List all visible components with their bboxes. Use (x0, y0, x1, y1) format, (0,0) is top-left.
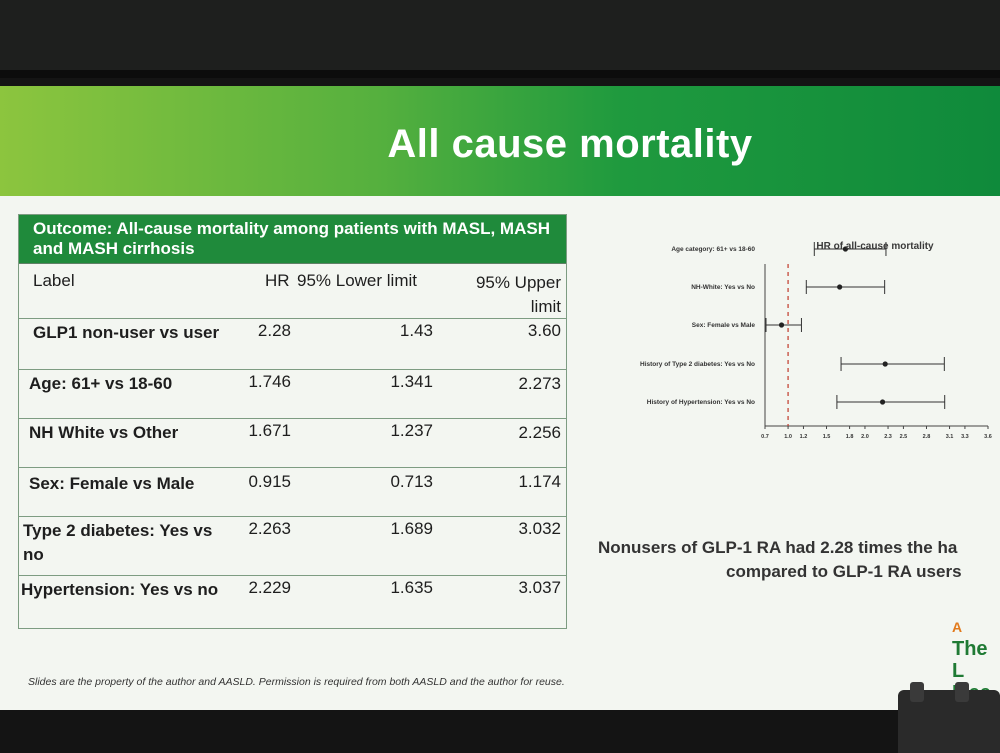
slide-title: All cause mortality (387, 122, 753, 166)
header-hr: HR (265, 271, 290, 290)
stage-floor (0, 710, 1000, 753)
summary-line-2: compared to GLP-1 RA users (726, 562, 962, 581)
x-tick-label: 0.7 (761, 434, 769, 440)
category-label: History of Hypertension: Yes vs No (647, 399, 755, 406)
x-tick-label: 1.2 (800, 434, 808, 440)
table-row: GLP1 non-user vs user 2.28 1.43 3.60 (19, 319, 566, 370)
row-upper: 3.037 (518, 578, 561, 597)
summary-line-1: Nonusers of GLP-1 RA had 2.28 times the … (598, 538, 958, 557)
header-lower-limit: 95% Lower limit (297, 271, 417, 290)
room-ceiling (0, 0, 1000, 78)
x-tick-label: 2.5 (900, 434, 908, 440)
row-upper: 1.174 (518, 472, 561, 491)
chart-title: HR of all-cause mortality (816, 241, 934, 252)
forest-plot-svg: 0.71.01.21.51.82.02.32.52.83.13.33.6GLP-… (640, 205, 992, 440)
outcome-table-caption: Outcome: All-cause mortality among patie… (19, 215, 566, 264)
row-label: Sex: Female vs Male (29, 474, 195, 493)
copyright-note: Slides are the property of the author an… (28, 676, 565, 688)
hr-point (837, 284, 843, 290)
hr-point (879, 399, 886, 405)
logo-prefix: A (952, 619, 963, 635)
stage-knob (910, 682, 924, 702)
table-row: Age: 61+ vs 18-60 1.746 1.341 2.273 (19, 370, 566, 419)
row-upper: 2.256 (518, 423, 561, 442)
row-upper: 2.273 (518, 374, 561, 393)
forest-plot: HR of all-cause mortality 0.7 1.0 1.2 1.5 1.… (590, 205, 1000, 506)
table-row: Sex: Female vs Male 0.915 0.713 1.174 (19, 468, 566, 517)
row-hr: 2.229 (248, 578, 291, 597)
row-label: Hypertension: Yes vs no (21, 580, 219, 599)
table-row: NH White vs Other 1.671 1.237 2.256 (19, 419, 566, 468)
x-tick-label: 3.3 (961, 434, 969, 440)
category-label: Sex: Female vs Male (692, 322, 756, 329)
screen-top-edge (0, 70, 1000, 78)
x-tick-label: 1.0 (784, 434, 792, 440)
row-hr: 2.28 (257, 321, 291, 340)
x-tick-label: 2.0 (861, 434, 869, 440)
row-lower: 1.635 (390, 578, 433, 597)
row-lower: 1.689 (390, 519, 433, 538)
x-tick-label: 3.1 (946, 434, 954, 440)
row-hr: 1.671 (248, 421, 291, 440)
hr-point (882, 361, 888, 367)
header-label: Label (33, 271, 75, 290)
row-label: Type 2 diabetes: Yes vs no (23, 521, 213, 564)
row-hr: 1.746 (248, 372, 291, 391)
hr-point (842, 246, 849, 252)
row-lower: 0.713 (390, 472, 433, 491)
slide-header-band: All cause mortality (0, 86, 1000, 196)
x-tick-label: 2.3 (884, 434, 892, 440)
outcome-table: Outcome: All-cause mortality among patie… (18, 214, 567, 629)
row-upper: 3.032 (518, 519, 561, 538)
category-label: History of Type 2 diabetes: Yes vs No (640, 361, 755, 368)
table-header-row: Label HR 95% Lower limit 95% Upper limit (19, 264, 566, 319)
x-tick-label: 1.5 (823, 434, 831, 440)
row-label: GLP1 non-user vs user (33, 323, 220, 342)
category-label: NH-White: Yes vs No (691, 284, 755, 291)
x-tick-label: 2.8 (923, 434, 931, 440)
x-tick-label: 1.8 (846, 434, 854, 440)
presentation-slide: All cause mortality Outcome: All-cause m… (0, 86, 1000, 710)
row-lower: 1.341 (390, 372, 433, 391)
row-lower: 1.43 (399, 321, 433, 340)
table-row: Type 2 diabetes: Yes vs no 2.263 1.689 3… (19, 517, 566, 576)
category-label: Age category: 61+ vs 18-60 (671, 246, 755, 253)
logo-line-1: The L (952, 638, 988, 682)
x-tick-label: 3.6 (984, 434, 992, 440)
row-label: Age: 61+ vs 18-60 (29, 374, 173, 393)
row-lower: 1.237 (390, 421, 433, 440)
row-hr: 2.263 (248, 519, 291, 538)
row-label: NH White vs Other (29, 423, 179, 442)
row-upper: 3.60 (527, 321, 561, 340)
row-hr: 0.915 (248, 472, 291, 491)
stage-knob (955, 682, 969, 702)
header-upper-limit: 95% Upper limit (475, 273, 561, 316)
table-row: Hypertension: Yes vs no 2.229 1.635 3.03… (19, 576, 566, 628)
hr-point (778, 322, 785, 328)
